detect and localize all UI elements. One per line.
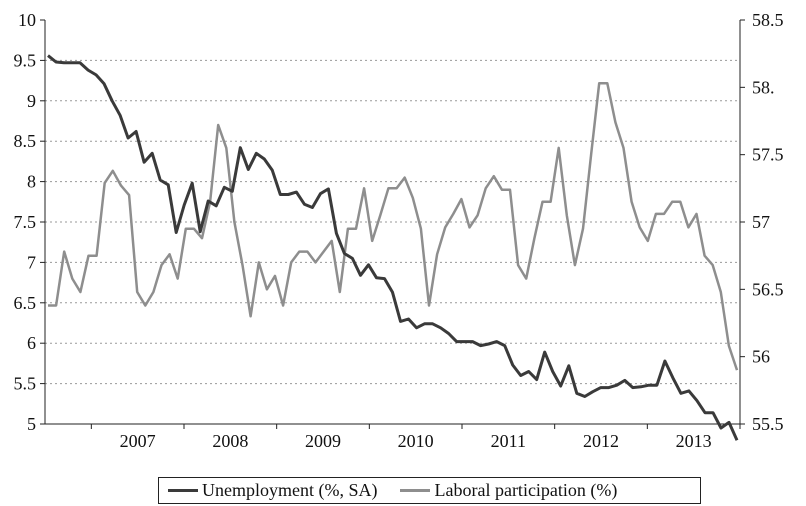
right-tick-label: 57 [752, 212, 770, 232]
legend-swatch-participation [400, 489, 431, 492]
left-tick-label: 6 [27, 333, 36, 353]
left-tick-label: 10 [18, 10, 36, 30]
left-tick-label: 5 [27, 414, 36, 434]
x-tick-label: 2007 [120, 431, 156, 451]
left-tick-label: 6.5 [14, 293, 37, 313]
right-tick-label: 58.5 [752, 10, 784, 30]
left-tick-label: 8.5 [14, 131, 37, 151]
right-tick-label: 58. [752, 77, 775, 97]
legend-item-participation: Laboral participation (%) [391, 480, 617, 501]
right-tick-label: 56 [752, 347, 770, 367]
x-tick-label: 2012 [583, 431, 619, 451]
x-tick-label: 2009 [305, 431, 341, 451]
left-tick-label: 9 [27, 91, 36, 111]
x-axis-ticks: 2007 2008 2009 2010 2011 2012 2013 [90, 424, 741, 451]
legend-swatch-unemployment [168, 489, 198, 492]
x-tick-label: 2013 [676, 431, 712, 451]
right-tick-label: 55.5 [752, 414, 784, 434]
left-axis-ticks: 5 5.5 6 6.5 7 7.5 8 8.5 9 9.5 10 [14, 10, 45, 434]
right-tick-label: 57.5 [752, 145, 784, 165]
right-tick-label: 56.5 [752, 279, 784, 299]
legend: Unemployment (%, SA) Laboral participati… [158, 477, 701, 504]
series-line-unemployment [47, 54, 739, 441]
x-tick-label: 2008 [212, 431, 248, 451]
legend-label-participation: Laboral participation (%) [434, 480, 618, 500]
gridlines [45, 59, 740, 385]
left-tick-label: 7 [27, 252, 36, 272]
series-lines [47, 54, 739, 441]
legend-item-unemployment: Unemployment (%, SA) [159, 480, 377, 501]
left-tick-label: 7.5 [14, 212, 37, 232]
x-tick-label: 2011 [491, 431, 526, 451]
series-line-participation [48, 82, 739, 371]
left-tick-label: 8 [27, 172, 36, 192]
right-axis-ticks: 55.5 56 56.5 57 57.5 58. 58.5 [740, 10, 784, 434]
legend-label-unemployment: Unemployment (%, SA) [202, 480, 378, 500]
left-tick-label: 9.5 [14, 50, 37, 70]
x-tick-label: 2010 [398, 431, 434, 451]
left-tick-label: 5.5 [14, 374, 37, 394]
